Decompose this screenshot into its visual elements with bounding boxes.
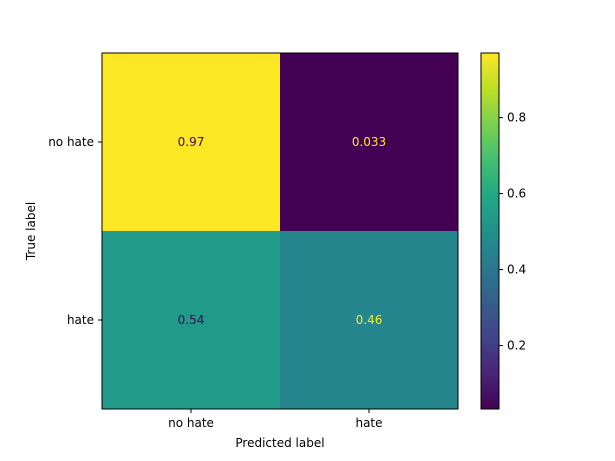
x-tick-label: hate	[355, 416, 382, 430]
colorbar	[480, 52, 500, 410]
cell-value-label: 0.033	[352, 135, 386, 149]
x-axis: no hate hate	[168, 409, 383, 430]
cell-value-label: 0.54	[178, 313, 205, 327]
colorbar-ticks: 0.2 0.4 0.6 0.8	[499, 111, 526, 353]
colorbar-tick-label: 0.8	[507, 111, 526, 125]
heatmap-cell	[280, 53, 458, 231]
x-tick-label: no hate	[168, 416, 214, 430]
cell-value-label: 0.97	[178, 135, 205, 149]
y-axis-label: True label	[24, 202, 38, 261]
y-axis: no hate hate	[48, 135, 102, 327]
heatmap-cells	[102, 53, 458, 409]
y-tick-label: no hate	[48, 135, 94, 149]
colorbar-tick-label: 0.4	[507, 263, 526, 277]
heatmap-cell-labels: 0.97 0.033 0.54 0.46	[178, 135, 387, 327]
colorbar-tick-label: 0.2	[507, 339, 526, 353]
heatmap-cell	[280, 231, 458, 409]
cell-value-label: 0.46	[356, 313, 383, 327]
colorbar-tick-label: 0.6	[507, 187, 526, 201]
x-axis-label: Predicted label	[235, 436, 324, 450]
y-tick-label: hate	[67, 313, 94, 327]
plot-frame	[101, 52, 459, 410]
heatmap-cell	[102, 53, 280, 231]
heatmap-cell	[102, 231, 280, 409]
